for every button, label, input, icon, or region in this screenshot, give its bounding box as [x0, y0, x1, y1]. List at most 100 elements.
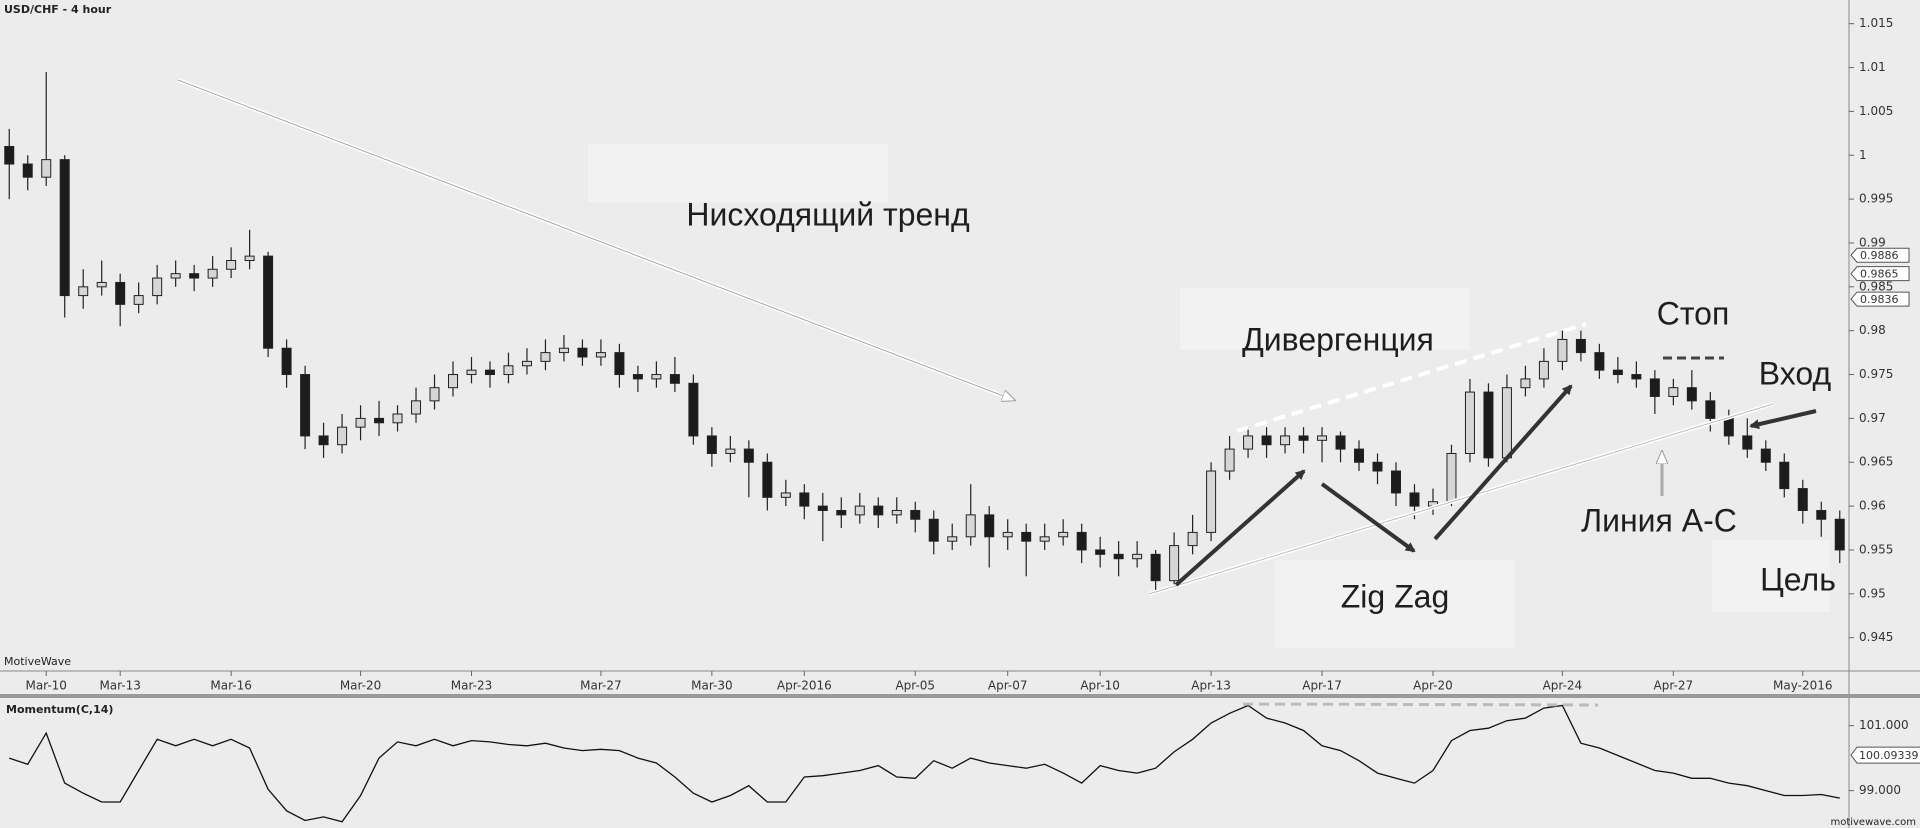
candle-body — [1501, 387, 1512, 459]
candle-body — [152, 277, 163, 297]
y-tick-label: 0.955 — [1859, 542, 1893, 556]
annotation: Дивергенция — [1242, 321, 1434, 357]
ac-line — [1148, 403, 1774, 595]
x-tick-label: Mar-10 — [25, 679, 66, 693]
annotation: Цель — [1760, 561, 1836, 597]
candle-body — [1132, 553, 1143, 560]
candle-body — [1686, 387, 1697, 402]
candle-body — [1058, 531, 1069, 538]
candle-body — [1335, 435, 1346, 450]
candle-body — [374, 417, 385, 424]
candle-body — [1113, 553, 1124, 560]
candle-body — [1039, 536, 1050, 542]
candle-body — [1390, 470, 1401, 494]
candle-body — [1705, 400, 1716, 419]
candle-body — [595, 352, 606, 358]
y-tick-label: 1.005 — [1859, 104, 1893, 118]
entry-arrow — [1749, 409, 1817, 430]
candle-body — [873, 505, 884, 516]
candle-body — [355, 417, 366, 428]
y-tick-label: 0.995 — [1859, 192, 1893, 206]
candle-body — [170, 273, 181, 279]
x-tick-label: Mar-20 — [340, 679, 381, 693]
candle-body — [1668, 387, 1679, 397]
candle-body — [466, 369, 477, 376]
candle-body — [891, 509, 902, 516]
momentum-divergence — [1242, 702, 1599, 707]
annotation: Zig Zag — [1341, 578, 1449, 614]
candle-body — [1298, 435, 1309, 441]
price-marker — [1850, 247, 1910, 263]
y-tick-label: 0.99 — [1859, 235, 1886, 249]
candle-body — [558, 347, 569, 354]
candle-body — [244, 255, 255, 262]
y-tick-label: 99.000 — [1859, 783, 1901, 797]
candle-body — [503, 365, 514, 376]
candle-body — [1575, 338, 1586, 354]
candles — [4, 71, 1845, 823]
y-tick-label: 1.01 — [1859, 60, 1886, 74]
candle-body — [318, 435, 329, 446]
candle-body — [836, 509, 847, 516]
candle-body — [41, 159, 52, 178]
candle-body — [928, 518, 939, 542]
candle-body — [78, 286, 89, 297]
x-tick-label: Mar-13 — [99, 679, 140, 693]
last-value-marker — [1850, 746, 1920, 764]
y-tick-label: 0.98 — [1859, 323, 1886, 337]
watermark: motivewave.com — [1830, 817, 1916, 828]
candle-body — [1095, 549, 1106, 555]
highlight — [1712, 540, 1830, 612]
y-tick-label: 1.015 — [1859, 16, 1893, 30]
zigzag-arrow — [1320, 482, 1416, 553]
x-tick-label: Mar-23 — [451, 679, 492, 693]
y-tick-label: 0.945 — [1859, 630, 1893, 644]
x-tick-label: Mar-27 — [580, 679, 621, 693]
candle-body — [1206, 470, 1217, 533]
candle-body — [947, 536, 958, 542]
candle-body — [706, 435, 717, 454]
candle-body — [688, 382, 699, 437]
x-tick-label: Apr-20 — [1413, 679, 1453, 693]
candle-body — [1261, 435, 1272, 446]
price-marker — [1850, 291, 1910, 307]
candle-body — [1834, 518, 1845, 551]
x-tick-label: Mar-30 — [691, 679, 732, 693]
annotation: Линия А-С — [1581, 502, 1737, 538]
candle-body — [411, 400, 422, 415]
y-tick-label: 1 — [1859, 148, 1867, 162]
candle-body — [1594, 352, 1605, 371]
chart-title: USD/CHF - 4 hour — [4, 3, 112, 16]
candle-body — [392, 413, 403, 424]
candle-body — [1409, 492, 1420, 507]
candle-body — [22, 163, 33, 178]
y-tick-label: 101.000 — [1859, 718, 1909, 732]
annotation: Вход — [1759, 355, 1832, 391]
candle-body — [484, 369, 495, 376]
candle-body — [1612, 369, 1623, 376]
candle-body — [96, 281, 107, 288]
candle-body — [762, 461, 773, 498]
candle-body — [669, 374, 680, 384]
candle-body — [281, 347, 292, 376]
candle-body — [59, 159, 70, 297]
candle-body — [521, 360, 532, 367]
candle-body — [799, 492, 810, 507]
candle-body — [337, 426, 348, 446]
y-tick-label: 0.975 — [1859, 367, 1893, 381]
brand: MotiveWave — [4, 655, 71, 668]
x-tick-label: May-2016 — [1773, 679, 1832, 693]
highlight — [1180, 288, 1470, 350]
candle-body — [817, 505, 828, 511]
annotation: Стоп — [1657, 295, 1730, 331]
annotations: Нисходящий тренд Дивергенция Zig Zag Стоп Вх… — [686, 196, 1836, 614]
candle-body — [429, 387, 440, 402]
x-tick-label: Apr-13 — [1191, 679, 1231, 693]
candle-body — [1002, 531, 1013, 538]
candle-body — [1483, 391, 1494, 459]
price-marker-label: 0.9865 — [1860, 268, 1899, 281]
x-tick-label: Apr-2016 — [777, 679, 832, 693]
candle-body — [614, 352, 625, 376]
